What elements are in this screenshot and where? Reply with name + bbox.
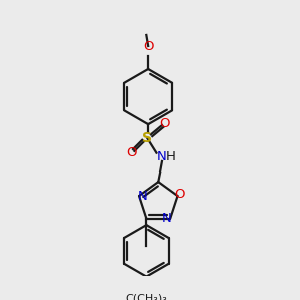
Text: O: O bbox=[160, 117, 170, 130]
Text: N: N bbox=[157, 150, 167, 163]
Text: O: O bbox=[174, 188, 184, 201]
Text: C(CH₃)₃: C(CH₃)₃ bbox=[125, 294, 167, 300]
Text: S: S bbox=[142, 131, 152, 145]
Text: H: H bbox=[166, 150, 176, 163]
Text: N: N bbox=[162, 212, 171, 225]
Text: O: O bbox=[143, 40, 153, 53]
Text: O: O bbox=[126, 146, 137, 159]
Text: N: N bbox=[138, 190, 148, 202]
